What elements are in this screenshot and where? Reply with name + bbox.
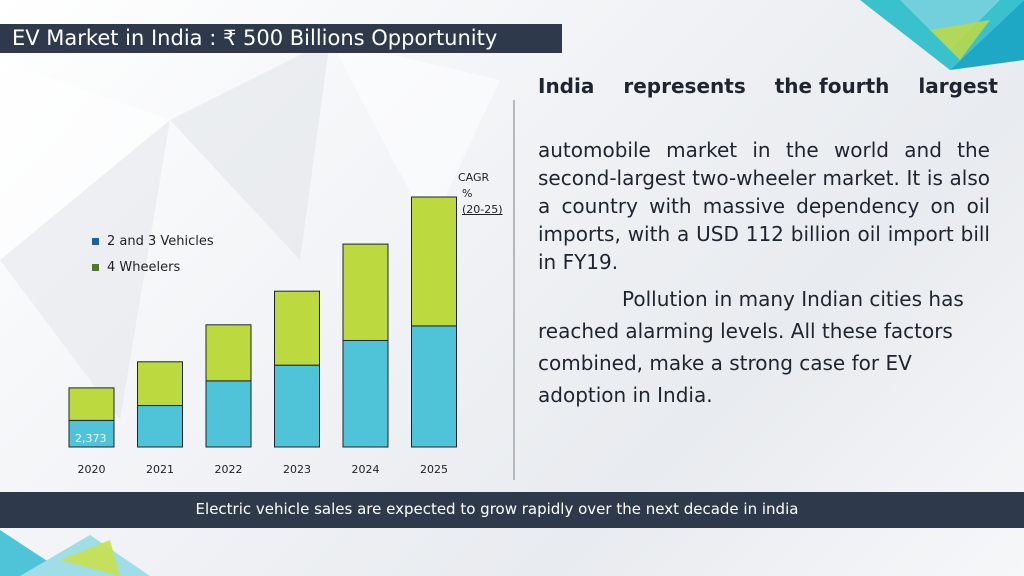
- cagr-line-3: (20-25): [462, 203, 503, 216]
- bar-four-wheelers-2022: [205, 324, 252, 382]
- legend-swatch-blue: [92, 237, 99, 245]
- x-tick-label-2025: 2025: [420, 463, 448, 476]
- x-tick-label-2020: 2020: [78, 463, 106, 476]
- x-tick-label-2022: 2022: [215, 463, 243, 476]
- bar-two-three-vehicles-2021: [137, 405, 183, 448]
- footer-bar: Electric vehicle sales are expected to g…: [0, 492, 1024, 528]
- bar-two-three-vehicles-2024: [342, 339, 389, 448]
- page-title: EV Market in India : ₹ 500 Billions Oppo…: [12, 26, 498, 50]
- paragraph-pollution: Pollution in many Indian cities has reac…: [538, 287, 964, 407]
- bar-four-wheelers-2025: [411, 196, 457, 327]
- cagr-line-2: %: [462, 187, 473, 200]
- x-tick-label-2024: 2024: [352, 463, 380, 476]
- bar-four-wheelers-2024: [342, 243, 389, 341]
- lead-word-4: largest: [918, 74, 998, 98]
- bar-two-three-vehicles-2022: [205, 380, 252, 448]
- bar-four-wheelers-2021: [137, 361, 183, 407]
- cagr-line-1: CAGR: [458, 171, 490, 184]
- chart-legend: 2 and 3 Vehicles 4 Wheelers: [92, 228, 214, 280]
- data-label-2020: 2,373: [75, 432, 107, 445]
- bar-four-wheelers-2020: [68, 387, 115, 421]
- title-bar: EV Market in India : ₹ 500 Billions Oppo…: [0, 24, 562, 53]
- x-tick-label-2023: 2023: [283, 463, 311, 476]
- legend-swatch-green: [92, 263, 99, 271]
- paragraph-lead: India represents the fourth largest: [538, 74, 998, 98]
- footer-text: Electric vehicle sales are expected to g…: [195, 500, 799, 518]
- stacked-bar-chart: 2020 2,373 2021 2022 2023 2024 2025: [68, 196, 457, 476]
- lead-word-3: the fourth: [774, 74, 890, 98]
- lead-word-1: India: [538, 74, 595, 98]
- bar-two-three-vehicles-2023: [274, 364, 320, 448]
- bar-four-wheelers-2023: [274, 290, 320, 366]
- legend-label: 4 Wheelers: [107, 259, 181, 275]
- x-tick-label-2021: 2021: [146, 463, 174, 476]
- paragraph-body: automobile market in the world and the s…: [538, 138, 990, 274]
- bar-two-three-vehicles-2025: [411, 325, 457, 448]
- bar-two-three-vehicles-2020: [68, 419, 115, 448]
- lead-word-2: represents: [623, 74, 746, 98]
- vertical-divider: [513, 100, 515, 480]
- legend-label: 2 and 3 Vehicles: [107, 233, 214, 249]
- legend-item-2-3-vehicles: 2 and 3 Vehicles: [92, 228, 214, 254]
- cagr-label: CAGR % (20-25): [452, 170, 503, 218]
- legend-item-4-wheelers: 4 Wheelers: [92, 254, 214, 280]
